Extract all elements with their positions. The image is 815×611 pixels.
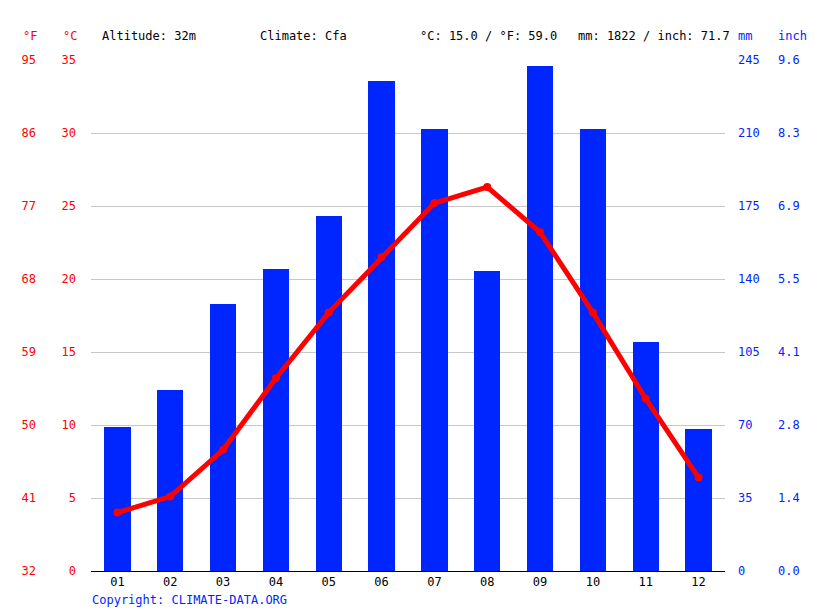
- svg-text:mm: mm: [738, 29, 752, 43]
- svg-text:inch: inch: [778, 29, 807, 43]
- svg-text:4.1: 4.1: [778, 345, 800, 359]
- svg-text:Climate: Cfa: Climate: Cfa: [260, 29, 347, 43]
- svg-text:68: 68: [22, 272, 36, 286]
- svg-text:10: 10: [62, 418, 76, 432]
- svg-text:Copyright: CLIMATE-DATA.ORG: Copyright: CLIMATE-DATA.ORG: [92, 593, 287, 607]
- svg-text:50: 50: [22, 418, 36, 432]
- svg-text:°C: 15.0 / °F: 59.0: °C: 15.0 / °F: 59.0: [420, 29, 557, 43]
- svg-text:08: 08: [480, 575, 494, 589]
- svg-text:9.6: 9.6: [778, 53, 800, 67]
- svg-text:°C: °C: [63, 29, 77, 43]
- svg-text:0.0: 0.0: [778, 564, 800, 578]
- svg-text:140: 140: [738, 272, 760, 286]
- svg-text:20: 20: [62, 272, 76, 286]
- svg-text:06: 06: [374, 575, 388, 589]
- svg-text:6.9: 6.9: [778, 199, 800, 213]
- svg-text:59: 59: [22, 345, 36, 359]
- svg-text:5.5: 5.5: [778, 272, 800, 286]
- svg-text:07: 07: [427, 575, 441, 589]
- svg-text:02: 02: [163, 575, 177, 589]
- svg-text:05: 05: [322, 575, 336, 589]
- svg-text:09: 09: [533, 575, 547, 589]
- svg-text:30: 30: [62, 126, 76, 140]
- svg-text:70: 70: [738, 418, 752, 432]
- svg-text:°F: °F: [23, 29, 37, 43]
- svg-text:0: 0: [738, 564, 745, 578]
- svg-text:5: 5: [69, 491, 76, 505]
- svg-text:03: 03: [216, 575, 230, 589]
- svg-text:77: 77: [22, 199, 36, 213]
- svg-text:105: 105: [738, 345, 760, 359]
- svg-text:8.3: 8.3: [778, 126, 800, 140]
- svg-text:41: 41: [22, 491, 36, 505]
- svg-text:86: 86: [22, 126, 36, 140]
- svg-text:0: 0: [69, 564, 76, 578]
- svg-text:04: 04: [269, 575, 283, 589]
- svg-text:11: 11: [639, 575, 653, 589]
- svg-text:mm: 1822 / inch: 71.7: mm: 1822 / inch: 71.7: [578, 29, 730, 43]
- svg-text:10: 10: [586, 575, 600, 589]
- svg-text:1.4: 1.4: [778, 491, 800, 505]
- svg-text:245: 245: [738, 53, 760, 67]
- svg-text:15: 15: [62, 345, 76, 359]
- svg-text:35: 35: [738, 491, 752, 505]
- svg-text:25: 25: [62, 199, 76, 213]
- svg-text:175: 175: [738, 199, 760, 213]
- svg-text:35: 35: [62, 53, 76, 67]
- svg-text:95: 95: [22, 53, 36, 67]
- svg-text:32: 32: [22, 564, 36, 578]
- svg-text:2.8: 2.8: [778, 418, 800, 432]
- svg-text:Altitude: 32m: Altitude: 32m: [102, 29, 196, 43]
- svg-text:210: 210: [738, 126, 760, 140]
- svg-text:12: 12: [691, 575, 705, 589]
- svg-text:01: 01: [110, 575, 124, 589]
